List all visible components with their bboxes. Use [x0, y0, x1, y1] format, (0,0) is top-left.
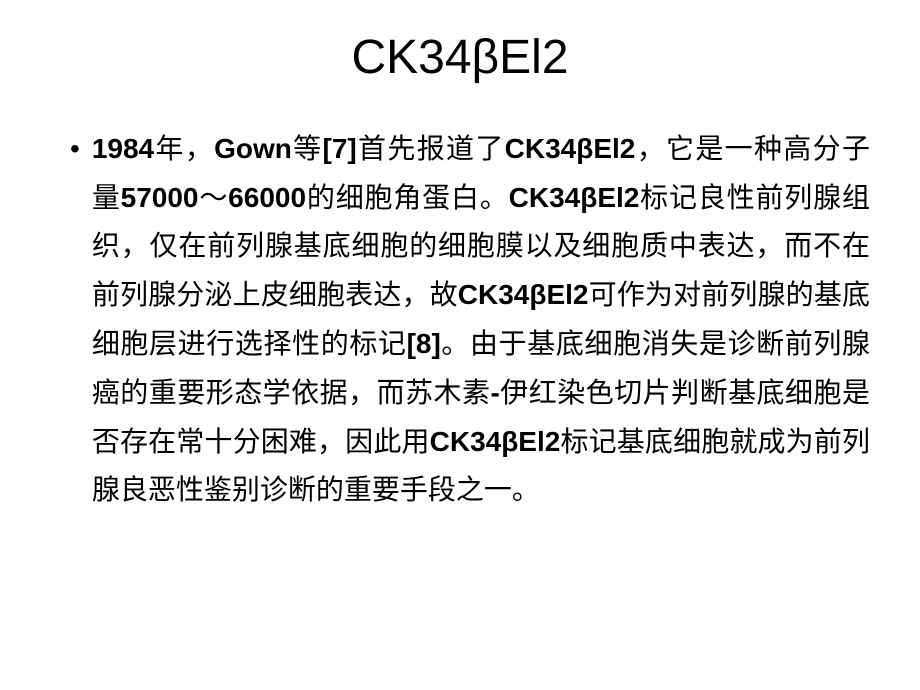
bold-text-segment: [8]: [407, 328, 441, 359]
text-segment: 等: [292, 134, 323, 165]
bold-text-segment: [7]: [323, 133, 357, 164]
bold-text-segment: Gown: [214, 133, 292, 164]
bold-text-segment: CK34βEl2: [430, 426, 561, 457]
bold-text-segment: CK34βEl2: [509, 182, 640, 213]
bold-text-segment: 66000: [228, 182, 306, 213]
slide-title: CK34βEl2: [50, 30, 870, 85]
body-paragraph: 1984年，Gown等[7]首先报道了CK34βEl2，它是一种高分子量5700…: [92, 125, 870, 515]
bold-text-segment: CK34βEl2: [505, 133, 636, 164]
bold-text-segment: -: [490, 377, 499, 408]
text-segment: 首先报道了: [357, 134, 505, 165]
text-segment: 年，: [154, 134, 214, 165]
slide-container: CK34βEl2 • 1984年，Gown等[7]首先报道了CK34βEl2，它…: [0, 0, 920, 690]
text-segment: 的细胞角蛋白。: [306, 183, 509, 214]
bold-text-segment: 57000: [121, 182, 199, 213]
text-segment: ～: [199, 183, 229, 214]
bullet-item: • 1984年，Gown等[7]首先报道了CK34βEl2，它是一种高分子量57…: [50, 125, 870, 515]
bold-text-segment: 1984: [92, 133, 154, 164]
bullet-marker: •: [70, 125, 80, 173]
bold-text-segment: CK34βEl2: [458, 279, 589, 310]
